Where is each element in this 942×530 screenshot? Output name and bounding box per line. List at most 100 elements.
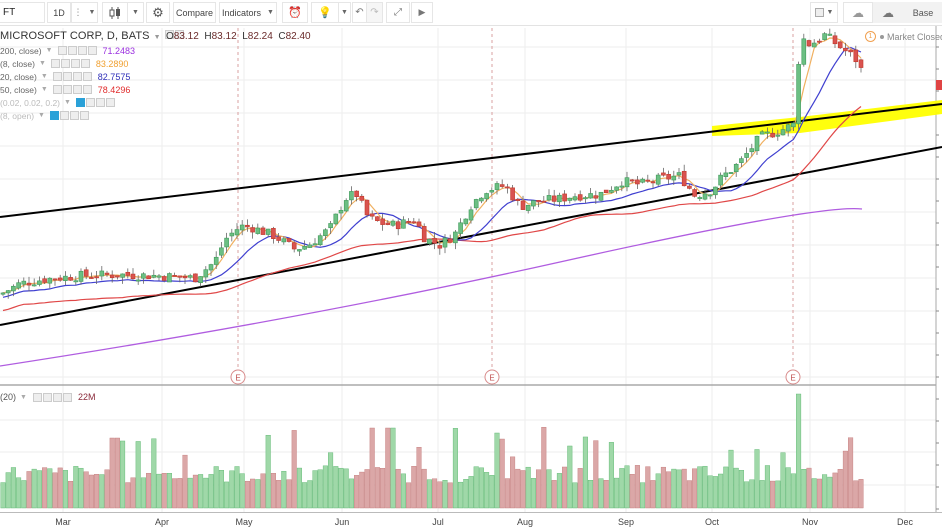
- indicator-row[interactable]: (0.02, 0.02, 0.2) ▼: [0, 96, 116, 109]
- volume-bar-up: [749, 479, 755, 509]
- candle-up: [739, 158, 744, 163]
- candle-down: [770, 132, 775, 138]
- symbol-input[interactable]: FT: [0, 2, 45, 23]
- high-value: 83.12: [211, 31, 237, 42]
- chevron-down-icon[interactable]: ▼: [40, 73, 48, 80]
- settings-button[interactable]: ⚙: [146, 2, 170, 23]
- add-icon[interactable]: [70, 59, 80, 68]
- settings-icon[interactable]: [67, 46, 77, 55]
- add-icon[interactable]: [72, 85, 82, 94]
- chevron-down-icon[interactable]: ▼: [153, 34, 161, 41]
- add-icon[interactable]: [69, 111, 79, 120]
- indicator-row[interactable]: (8, close) ▼ 83.2890: [0, 57, 128, 70]
- chevron-down-icon[interactable]: ▼: [45, 47, 53, 54]
- close-icon[interactable]: [80, 59, 90, 68]
- chevron-down-icon[interactable]: ▼: [20, 393, 27, 401]
- hide-icon[interactable]: [50, 59, 60, 68]
- candle-up: [785, 124, 791, 132]
- settings-icon[interactable]: [59, 111, 69, 120]
- ohlc-values: O83.12 H83.12 L82.24 C82.40: [166, 31, 311, 42]
- volume-bar-up: [484, 472, 490, 509]
- volume-bar-down: [848, 437, 854, 509]
- hide-icon[interactable]: [174, 30, 184, 39]
- hide-icon[interactable]: [57, 46, 67, 55]
- settings-icon[interactable]: [62, 85, 72, 94]
- volume-bar-up: [322, 465, 328, 509]
- candle-down: [629, 179, 635, 182]
- chart-type-button[interactable]: [102, 2, 128, 23]
- close-icon[interactable]: [82, 85, 92, 94]
- undo-button[interactable]: ↶: [352, 2, 367, 23]
- candle-down: [68, 277, 73, 281]
- close-icon[interactable]: [82, 72, 92, 81]
- candle-up: [557, 194, 562, 203]
- market-badge[interactable]: 1: [865, 31, 876, 42]
- replay-button[interactable]: ▶: [411, 2, 433, 23]
- chevron-down-icon[interactable]: ▼: [64, 99, 71, 106]
- candle-up: [780, 129, 786, 136]
- close-value: 82.40: [285, 31, 311, 42]
- volume-bar-up: [31, 468, 37, 509]
- interval-dropdown[interactable]: ⋮ ▼: [71, 2, 98, 23]
- indicator-row[interactable]: 20, close) ▼ 82.7575: [0, 70, 130, 83]
- add-icon[interactable]: [72, 72, 82, 81]
- ideas-dropdown[interactable]: ▼: [339, 2, 351, 23]
- chevron-down-icon[interactable]: ▼: [38, 60, 46, 67]
- time-axis-label: Sep: [617, 517, 635, 527]
- fullscreen-button[interactable]: ⤢: [386, 2, 410, 23]
- candle-down: [369, 213, 375, 217]
- hide-icon[interactable]: [49, 111, 59, 120]
- add-icon[interactable]: [95, 98, 105, 107]
- close-icon[interactable]: [79, 111, 89, 120]
- hide-icon[interactable]: [75, 98, 85, 107]
- volume-bar-down: [499, 438, 505, 509]
- chevron-down-icon: ▼: [826, 9, 834, 16]
- chart-type-dropdown[interactable]: ▼: [128, 2, 144, 23]
- settings-icon[interactable]: [85, 98, 95, 107]
- hide-icon[interactable]: [32, 392, 42, 402]
- hide-icon[interactable]: [52, 85, 62, 94]
- candle-down: [286, 238, 292, 242]
- add-icon[interactable]: [52, 392, 62, 402]
- base-button[interactable]: Base: [903, 2, 942, 23]
- indicator-row[interactable]: 200, close) ▼ 71.2483: [0, 44, 135, 57]
- candle-down: [635, 179, 640, 185]
- chevron-down-icon[interactable]: ▼: [40, 86, 48, 93]
- candle-up: [754, 135, 760, 152]
- settings-icon[interactable]: [60, 59, 70, 68]
- volume-bar-up: [343, 468, 349, 509]
- settings-icon[interactable]: [164, 30, 174, 39]
- volume-bar-up: [78, 467, 84, 509]
- add-icon[interactable]: [77, 46, 87, 55]
- save-layout-button[interactable]: ☁: [873, 2, 903, 23]
- chevron-down-icon: ▼: [132, 9, 139, 16]
- close-icon[interactable]: [62, 392, 72, 402]
- time-axis[interactable]: Mar Apr May Jun Jul Aug Sep Oct Nov Dec: [0, 512, 942, 530]
- candle-down: [130, 273, 136, 280]
- candle-up: [99, 270, 105, 277]
- compare-button[interactable]: Compare: [173, 2, 216, 23]
- redo-button[interactable]: ↷: [367, 2, 383, 23]
- candle-up: [733, 163, 739, 173]
- alert-button[interactable]: ⏰: [282, 2, 308, 23]
- candle-up: [458, 222, 463, 234]
- ideas-button[interactable]: 💡: [311, 2, 339, 23]
- indicator-row[interactable]: (8, open) ▼: [0, 109, 90, 122]
- interval-button[interactable]: 1D: [47, 2, 71, 23]
- indicator-value: 71.2483: [102, 45, 136, 56]
- indicator-row[interactable]: 50, close) ▼ 78.4296: [0, 83, 130, 96]
- close-icon[interactable]: [105, 98, 115, 107]
- indicator-params: (8, open): [0, 110, 35, 121]
- close-icon[interactable]: [87, 46, 97, 55]
- chevron-down-icon[interactable]: ▼: [38, 112, 45, 119]
- layout-button[interactable]: ▼: [810, 2, 838, 23]
- settings-icon[interactable]: [62, 72, 72, 81]
- volume-bar-up: [140, 477, 146, 509]
- volume-bar-up: [302, 482, 308, 509]
- load-layout-button[interactable]: ☁: [843, 2, 873, 23]
- indicators-button[interactable]: Indicators ▼: [219, 2, 277, 23]
- candle-down: [182, 275, 188, 279]
- hide-icon[interactable]: [52, 72, 62, 81]
- settings-icon[interactable]: [42, 392, 52, 402]
